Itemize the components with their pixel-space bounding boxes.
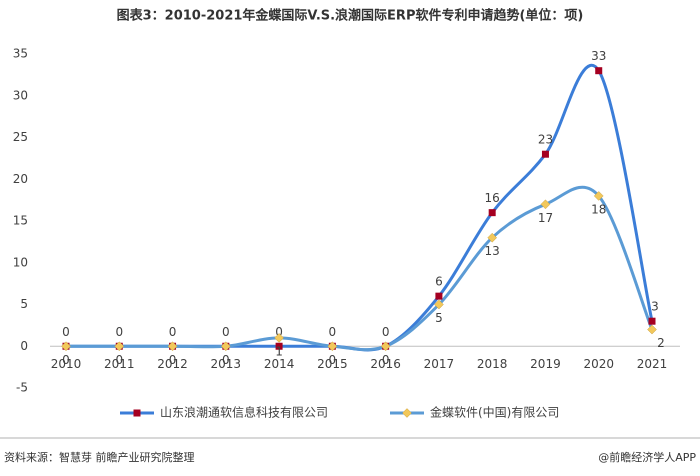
data-label: 0 <box>115 353 123 367</box>
data-label: 0 <box>329 325 337 339</box>
data-label: 17 <box>538 211 553 225</box>
data-point <box>434 299 444 310</box>
data-point <box>274 333 284 343</box>
data-point <box>488 209 496 217</box>
data-label: 23 <box>538 133 553 147</box>
x-tick-label: 2017 <box>424 357 455 371</box>
x-tick-label: 2016 <box>370 357 401 371</box>
y-tick-label: 20 <box>13 172 28 186</box>
data-label: 0 <box>382 325 390 339</box>
data-label: 5 <box>435 311 443 325</box>
legend-marker <box>402 408 412 418</box>
x-tick-label: 2018 <box>477 357 508 371</box>
x-tick-label: 2019 <box>530 357 561 371</box>
data-point <box>595 67 603 75</box>
x-tick-label: 2013 <box>211 357 242 371</box>
data-label: 16 <box>485 191 500 205</box>
series-line <box>65 185 654 352</box>
data-label: 6 <box>435 275 443 289</box>
x-tick-label: 2012 <box>157 357 188 371</box>
data-point <box>380 341 391 352</box>
data-point <box>647 324 657 335</box>
data-point <box>435 292 443 300</box>
data-point <box>327 341 338 352</box>
data-point <box>648 317 656 325</box>
y-tick-label: -5 <box>16 381 28 395</box>
y-tick-label: 35 <box>13 47 28 61</box>
legend-label: 金蝶软件(中国)有限公司 <box>430 405 559 420</box>
x-tick-label: 2014 <box>264 357 295 371</box>
x-tick-label: 2021 <box>637 357 668 371</box>
data-label: 0 <box>275 325 283 339</box>
y-tick-label: 5 <box>20 297 28 311</box>
data-label: 3 <box>651 300 659 314</box>
data-label: 18 <box>591 202 606 216</box>
legend-label: 山东浪潮通软信息科技有限公司 <box>160 405 328 420</box>
legend-marker <box>133 409 141 417</box>
data-label: 0 <box>222 325 230 339</box>
x-tick-label: 2020 <box>583 357 614 371</box>
series-line <box>65 63 654 352</box>
data-label: 0 <box>382 353 390 367</box>
data-label: 0 <box>169 325 177 339</box>
x-tick-label: 2011 <box>104 357 135 371</box>
y-tick-label: 15 <box>13 214 28 228</box>
credit: @前瞻经济学人APP <box>598 450 696 464</box>
data-label: 0 <box>62 353 70 367</box>
y-tick-label: 30 <box>13 88 28 102</box>
data-point <box>114 341 125 352</box>
y-tick-label: 10 <box>13 255 28 269</box>
data-point <box>487 232 498 243</box>
data-label: 1 <box>275 344 283 358</box>
source: 资料来源：智慧芽 前瞻产业研究院整理 <box>4 450 195 464</box>
data-label: 0 <box>222 353 230 367</box>
y-tick-label: 0 <box>20 339 28 353</box>
data-label: 0 <box>169 353 177 367</box>
data-point <box>540 199 551 210</box>
data-label: 33 <box>591 49 606 63</box>
data-point <box>61 341 71 352</box>
data-point <box>593 191 604 201</box>
data-label: 0 <box>329 353 337 367</box>
data-label: 2 <box>657 336 665 350</box>
x-tick-label: 2015 <box>317 357 348 371</box>
x-tick-label: 2010 <box>51 357 82 371</box>
data-point <box>275 342 283 350</box>
data-label: 0 <box>115 325 123 339</box>
data-label: 13 <box>485 244 500 258</box>
y-tick-label: 25 <box>13 130 28 144</box>
data-point <box>220 341 231 352</box>
data-point <box>167 341 178 352</box>
chart-title: 图表3：2010-2021年金蝶国际V.S.浪潮国际ERP软件专利申请趋势(单位… <box>117 8 584 24</box>
data-label: 0 <box>62 325 70 339</box>
data-point <box>541 150 549 158</box>
